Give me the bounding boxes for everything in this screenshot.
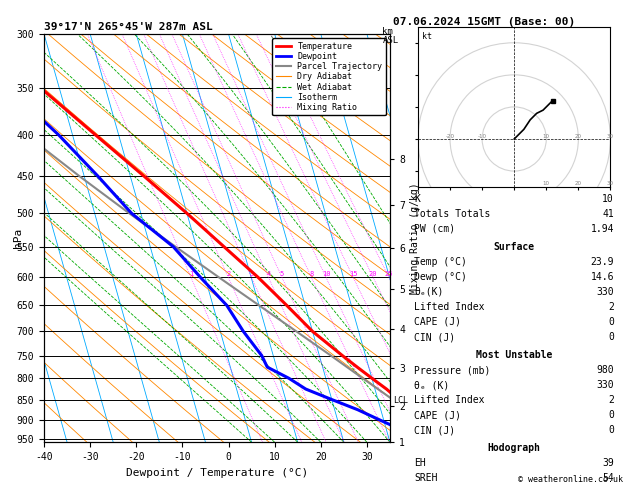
Text: 39: 39 [603, 458, 614, 469]
Text: θₑ(K): θₑ(K) [415, 287, 444, 297]
Text: CAPE (J): CAPE (J) [415, 317, 462, 327]
Text: EH: EH [415, 458, 426, 469]
Text: 1: 1 [189, 271, 193, 278]
Text: kt: kt [422, 32, 432, 40]
Text: 54: 54 [603, 473, 614, 484]
Text: 330: 330 [596, 287, 614, 297]
Text: 20: 20 [575, 181, 582, 186]
Text: LCL: LCL [394, 396, 408, 405]
X-axis label: Dewpoint / Temperature (°C): Dewpoint / Temperature (°C) [126, 468, 308, 478]
Text: CIN (J): CIN (J) [415, 425, 455, 435]
Text: 10: 10 [603, 193, 614, 204]
Text: PW (cm): PW (cm) [415, 224, 455, 234]
Text: 0: 0 [608, 425, 614, 435]
Text: Pressure (mb): Pressure (mb) [415, 365, 491, 375]
Text: 4: 4 [266, 271, 270, 278]
Text: CAPE (J): CAPE (J) [415, 410, 462, 420]
Text: 15: 15 [349, 271, 357, 278]
Text: 8: 8 [309, 271, 314, 278]
Text: K: K [415, 193, 420, 204]
Text: 25: 25 [385, 271, 393, 278]
Text: Lifted Index: Lifted Index [415, 302, 485, 312]
Text: 39°17'N 265°45'W 287m ASL: 39°17'N 265°45'W 287m ASL [44, 22, 213, 32]
Text: 1.94: 1.94 [591, 224, 614, 234]
Text: 07.06.2024 15GMT (Base: 00): 07.06.2024 15GMT (Base: 00) [393, 17, 576, 27]
Text: Lifted Index: Lifted Index [415, 395, 485, 405]
Text: 980: 980 [596, 365, 614, 375]
Y-axis label: Mixing Ratio (g/kg): Mixing Ratio (g/kg) [411, 182, 420, 294]
Text: -20: -20 [445, 134, 455, 139]
Text: 30: 30 [607, 134, 614, 139]
Text: Surface: Surface [494, 242, 535, 252]
Text: 41: 41 [603, 208, 614, 219]
Text: 0: 0 [608, 332, 614, 342]
Text: SREH: SREH [415, 473, 438, 484]
Text: km
ASL: km ASL [382, 27, 399, 45]
Text: 23.9: 23.9 [591, 257, 614, 267]
Text: Dewp (°C): Dewp (°C) [415, 272, 467, 282]
Text: 14.6: 14.6 [591, 272, 614, 282]
Text: 2: 2 [226, 271, 230, 278]
Text: θₑ (K): θₑ (K) [415, 380, 450, 390]
Text: 0: 0 [608, 317, 614, 327]
Text: 2: 2 [608, 302, 614, 312]
Legend: Temperature, Dewpoint, Parcel Trajectory, Dry Adiabat, Wet Adiabat, Isotherm, Mi: Temperature, Dewpoint, Parcel Trajectory… [272, 38, 386, 115]
Text: 3: 3 [249, 271, 253, 278]
Text: 5: 5 [280, 271, 284, 278]
Text: 10: 10 [543, 181, 550, 186]
Text: 0: 0 [608, 410, 614, 420]
Text: 330: 330 [596, 380, 614, 390]
Text: 20: 20 [575, 134, 582, 139]
Text: Totals Totals: Totals Totals [415, 208, 491, 219]
Text: © weatheronline.co.uk: © weatheronline.co.uk [518, 474, 623, 484]
Text: Temp (°C): Temp (°C) [415, 257, 467, 267]
Text: -10: -10 [477, 134, 487, 139]
Text: 2: 2 [608, 395, 614, 405]
Text: Hodograph: Hodograph [487, 443, 541, 453]
Text: 20: 20 [369, 271, 377, 278]
Text: CIN (J): CIN (J) [415, 332, 455, 342]
Text: Most Unstable: Most Unstable [476, 350, 552, 360]
Text: hPa: hPa [13, 228, 23, 248]
Text: 10: 10 [321, 271, 330, 278]
Text: 10: 10 [543, 134, 550, 139]
Text: 30: 30 [607, 181, 614, 186]
